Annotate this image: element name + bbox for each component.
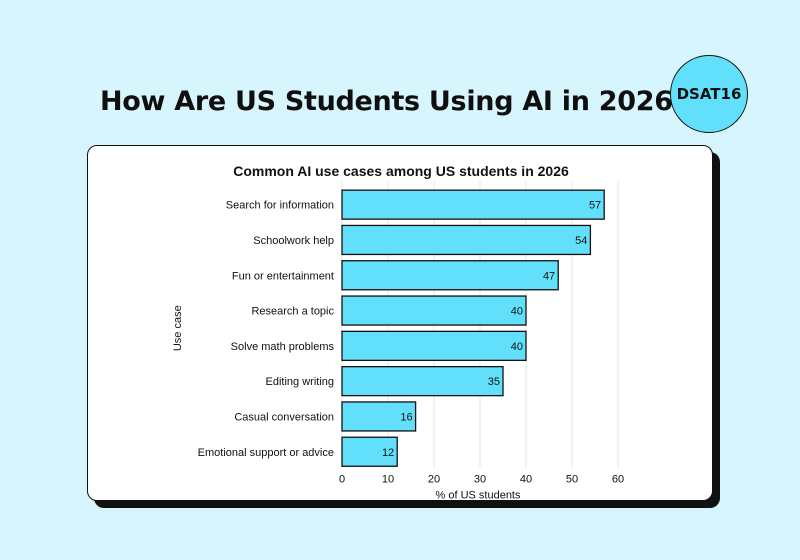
y-tick-label: Solve math problems — [231, 341, 335, 353]
x-tick-label: 50 — [566, 473, 578, 485]
y-axis-label: Use case — [172, 305, 184, 351]
data-label: 40 — [511, 306, 523, 318]
x-axis-label: % of US students — [436, 489, 521, 501]
data-label: 35 — [488, 376, 500, 388]
bar — [341, 224, 592, 256]
x-tick-label: 10 — [382, 473, 394, 485]
ticks-layer: 0 10 20 30 40 50 60 — [339, 473, 624, 485]
x-tick-label: 40 — [520, 473, 532, 485]
data-label: 57 — [589, 200, 601, 212]
data-label: 47 — [543, 270, 555, 282]
x-tick-label: 20 — [428, 473, 440, 485]
labels-layer: Search for information 57 Schoolwork help 5… — [198, 200, 602, 459]
bar — [341, 330, 527, 362]
y-tick-label: Fun or entertainment — [232, 270, 334, 282]
y-tick-label: Schoolwork help — [253, 235, 334, 247]
x-tick-label: 0 — [339, 473, 345, 485]
bars-layer — [341, 189, 605, 467]
bar — [341, 260, 559, 291]
y-tick-label: Emotional support or advice — [198, 447, 334, 459]
bar — [341, 295, 527, 326]
chart-card: Common AI use cases among US students in… — [87, 145, 713, 501]
data-label: 40 — [511, 341, 523, 353]
chart-title: Common AI use cases among US students in… — [233, 163, 569, 179]
bar-chart: Common AI use cases among US students in… — [172, 163, 624, 501]
x-tick-label: 60 — [612, 473, 624, 485]
data-label: 12 — [382, 447, 394, 459]
bar — [341, 365, 504, 397]
y-tick-label: Editing writing — [266, 376, 334, 388]
y-tick-label: Casual conversation — [234, 411, 334, 423]
y-tick-label: Search for information — [226, 200, 334, 212]
x-tick-label: 30 — [474, 473, 486, 485]
page-title: How Are US Students Using AI in 2026? — [99, 86, 689, 117]
data-label: 16 — [400, 411, 412, 423]
bar — [341, 401, 417, 432]
bar — [341, 436, 398, 467]
data-label: 54 — [575, 235, 587, 247]
bar — [341, 189, 605, 220]
brand-badge: DSAT16 — [670, 55, 748, 133]
y-tick-label: Research a topic — [251, 306, 334, 318]
